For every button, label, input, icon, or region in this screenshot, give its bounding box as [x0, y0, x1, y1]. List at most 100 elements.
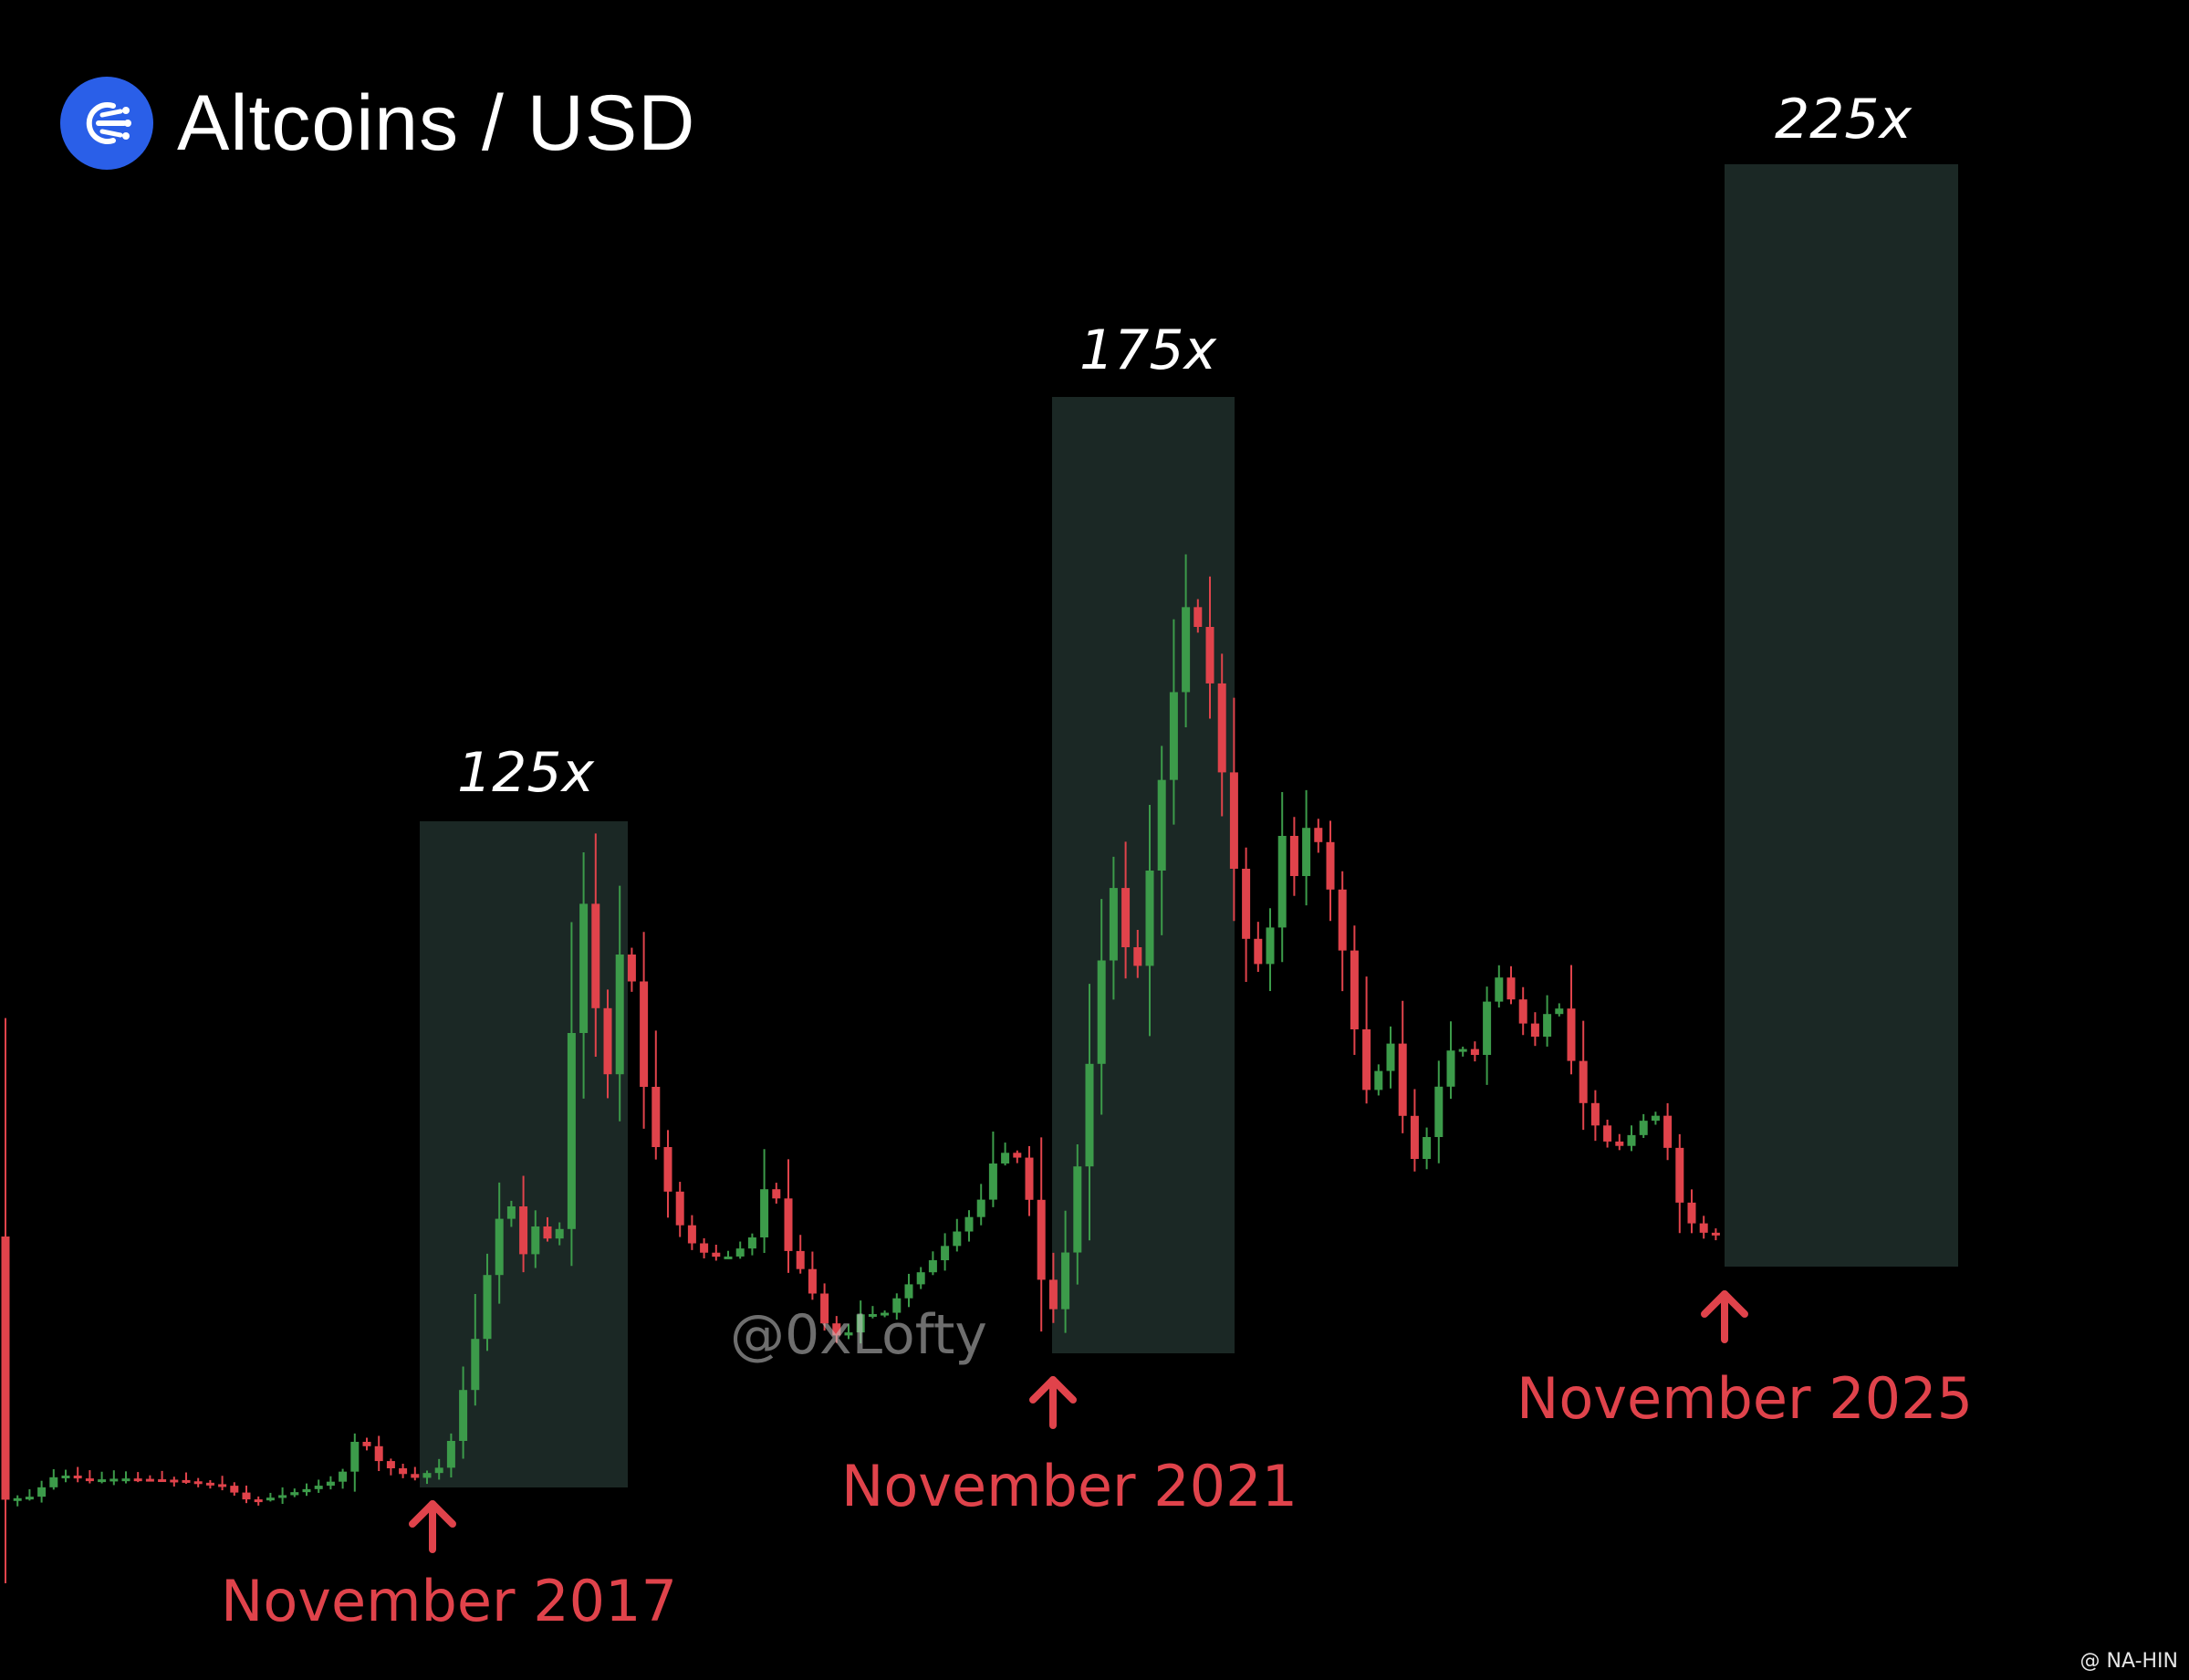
candle — [1518, 986, 1527, 1036]
candle-body — [724, 1256, 733, 1259]
candle-body — [1495, 977, 1504, 1002]
candle — [1687, 1189, 1696, 1234]
up-arrow-icon — [409, 1500, 456, 1553]
candle — [675, 1182, 684, 1237]
candle-body — [519, 1206, 528, 1255]
candle — [928, 1251, 937, 1276]
candle — [1434, 1060, 1444, 1163]
candle — [724, 1250, 733, 1259]
candle — [1109, 856, 1118, 1000]
candle — [434, 1458, 443, 1480]
candle-body — [1145, 871, 1154, 966]
candle — [1398, 1000, 1407, 1133]
candle-body — [651, 1087, 661, 1147]
candle — [820, 1283, 829, 1331]
candle-body — [446, 1441, 455, 1468]
candle — [459, 1366, 468, 1459]
candle — [1229, 697, 1238, 922]
candle — [242, 1485, 251, 1504]
candle — [422, 1470, 432, 1485]
candle-body — [1530, 1023, 1539, 1037]
candle-body — [1314, 828, 1323, 842]
candle-body — [1458, 1049, 1467, 1052]
candle — [506, 1200, 516, 1227]
candle-body — [1410, 1115, 1419, 1159]
candle-body — [531, 1226, 540, 1255]
candle — [640, 932, 649, 1129]
candle — [266, 1492, 275, 1502]
candle-body — [314, 1486, 323, 1489]
candle-body — [1434, 1086, 1444, 1137]
candle-body — [1085, 1063, 1094, 1167]
candle — [1470, 1041, 1479, 1062]
candle-body — [543, 1226, 552, 1239]
candle — [278, 1487, 287, 1504]
candle-body — [1277, 836, 1287, 928]
candle — [230, 1482, 239, 1497]
candle-body — [1423, 1137, 1432, 1159]
candle — [1386, 1026, 1395, 1089]
candle-body — [145, 1478, 154, 1482]
cycle-3-zone — [1725, 164, 1958, 1267]
up-arrow-icon — [1701, 1290, 1748, 1343]
candle-body — [687, 1225, 696, 1244]
candle — [483, 1253, 492, 1351]
candle — [1302, 789, 1311, 906]
candle-body — [1242, 869, 1251, 939]
candle — [953, 1218, 962, 1252]
candle-body — [832, 1323, 841, 1336]
candle — [1037, 1137, 1046, 1332]
candle-body — [988, 1163, 997, 1200]
candle — [290, 1488, 299, 1497]
candle-body — [1446, 1050, 1455, 1087]
candle — [1590, 1090, 1600, 1142]
candle — [1048, 1252, 1058, 1323]
chart-header: Altcoins / USD — [60, 77, 695, 170]
candle — [37, 1480, 47, 1503]
candle-body — [205, 1482, 214, 1486]
candle — [49, 1469, 58, 1490]
candle — [85, 1470, 94, 1484]
candle — [193, 1477, 203, 1487]
candle-body — [230, 1486, 239, 1493]
candle — [1410, 1089, 1419, 1172]
candle — [700, 1237, 709, 1258]
candle-body — [25, 1497, 34, 1500]
candle — [1013, 1150, 1022, 1163]
candle-body — [640, 981, 649, 1087]
candle-body — [627, 955, 636, 982]
candle-body — [1338, 889, 1347, 951]
candle — [314, 1479, 323, 1493]
candle-body — [1639, 1121, 1648, 1135]
candle-body — [1182, 607, 1191, 693]
candle — [1, 1017, 10, 1584]
candle-body — [1121, 888, 1131, 947]
candle-body — [772, 1189, 781, 1199]
candle — [182, 1472, 191, 1484]
candle — [627, 947, 636, 992]
candle — [1495, 965, 1504, 1008]
candle-body — [362, 1442, 371, 1446]
candle — [158, 1470, 167, 1483]
candle-body — [506, 1206, 516, 1219]
candle — [1338, 871, 1347, 992]
candle-body — [916, 1272, 925, 1285]
candle — [339, 1468, 348, 1489]
candle — [399, 1464, 408, 1478]
candle-body — [700, 1243, 709, 1253]
candle — [591, 833, 600, 1058]
candle — [1711, 1228, 1720, 1241]
candle — [218, 1476, 227, 1491]
candle — [856, 1300, 865, 1344]
candle — [1145, 805, 1154, 1037]
candle — [519, 1175, 528, 1273]
candle — [411, 1466, 420, 1481]
candle-body — [1037, 1199, 1046, 1280]
candle — [796, 1235, 805, 1274]
candle-body — [1025, 1157, 1034, 1200]
cycle-3-multiplier: 225x — [1774, 88, 1913, 151]
candle-body — [1073, 1166, 1082, 1253]
candle-body — [1302, 828, 1311, 876]
candle — [362, 1437, 371, 1451]
candle — [1314, 819, 1323, 853]
